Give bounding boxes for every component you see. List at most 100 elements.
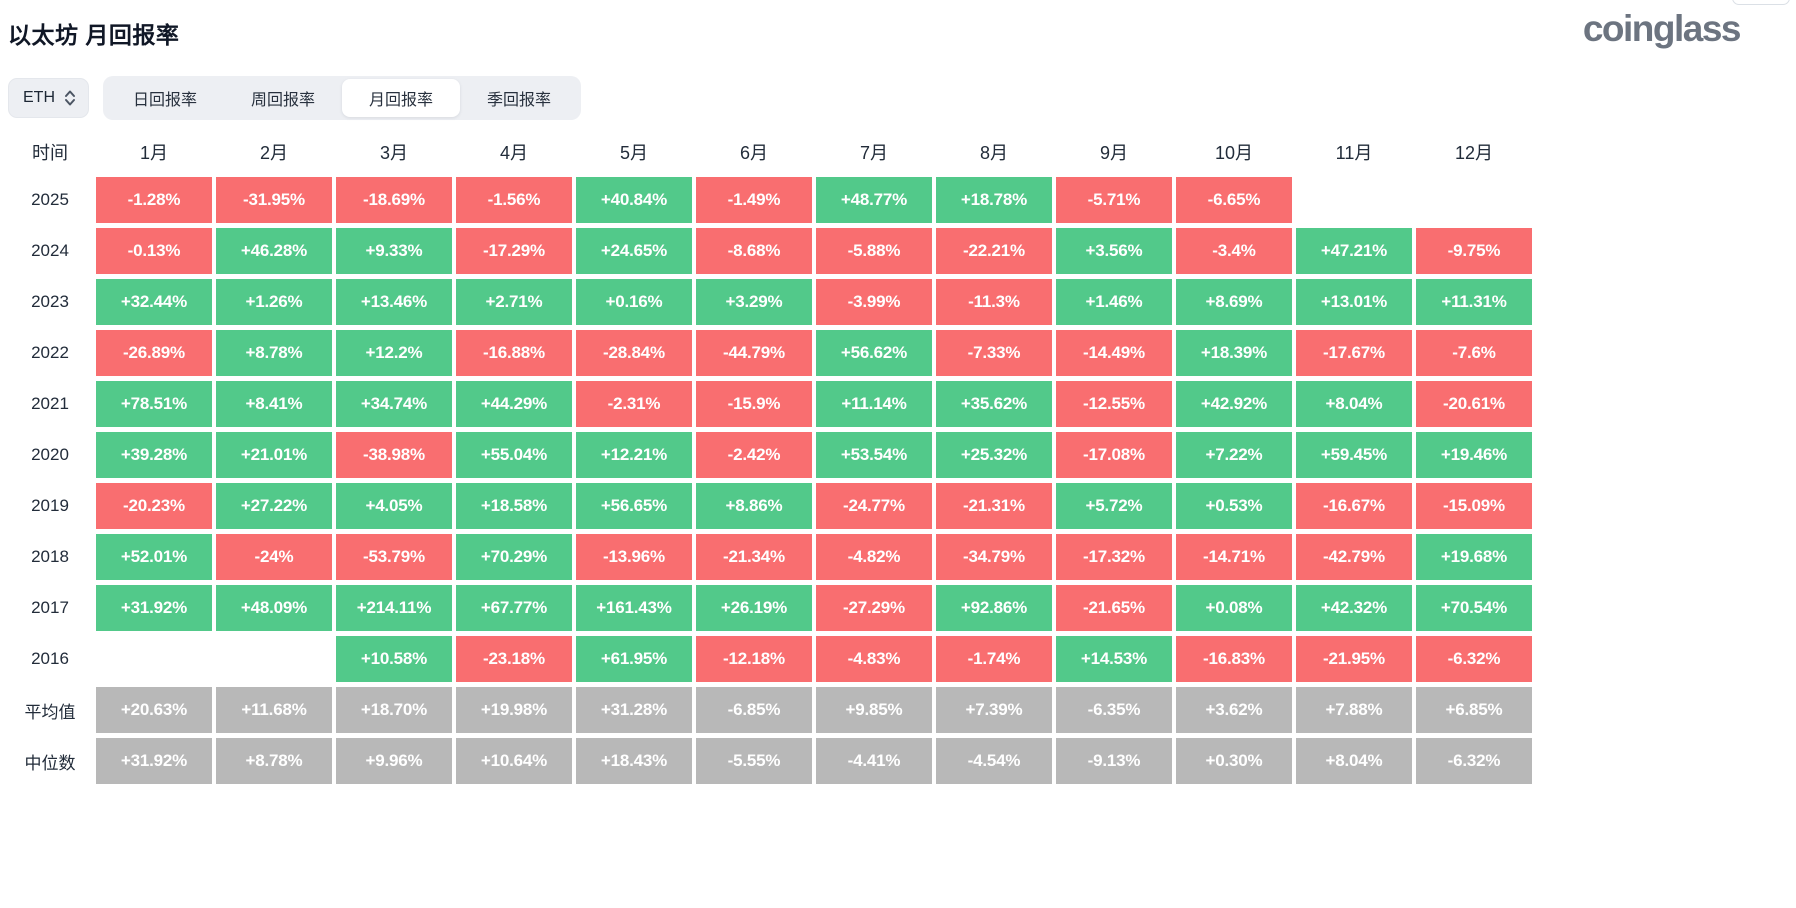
return-cell: -20.23% <box>96 483 212 529</box>
return-cell: +70.54% <box>1416 585 1532 631</box>
return-cell: +46.28% <box>216 228 332 274</box>
return-cell: +56.62% <box>816 330 932 376</box>
return-cell: -7.6% <box>1416 330 1532 376</box>
return-cell: -17.67% <box>1296 330 1412 376</box>
empty-cell <box>1296 177 1412 223</box>
return-cell: +18.39% <box>1176 330 1292 376</box>
return-cell: -14.49% <box>1056 330 1172 376</box>
return-cell: -6.32% <box>1416 738 1532 784</box>
return-cell: -0.13% <box>96 228 212 274</box>
return-cell: +1.46% <box>1056 279 1172 325</box>
return-cell: +9.96% <box>336 738 452 784</box>
return-cell: +55.04% <box>456 432 572 478</box>
return-cell: -17.29% <box>456 228 572 274</box>
return-cell: -15.9% <box>696 381 812 427</box>
row-label: 2023 <box>31 292 69 311</box>
return-cell: +8.78% <box>216 330 332 376</box>
updown-chevron-icon <box>65 90 75 106</box>
symbol-select-value: ETH <box>23 89 55 106</box>
return-cell: +0.16% <box>576 279 692 325</box>
return-cell: +12.2% <box>336 330 452 376</box>
return-cell: -13.96% <box>576 534 692 580</box>
return-cell: +48.77% <box>816 177 932 223</box>
return-cell: +39.28% <box>96 432 212 478</box>
return-cell: -17.32% <box>1056 534 1172 580</box>
return-cell: +8.78% <box>216 738 332 784</box>
tab-daily[interactable]: 日回报率 <box>106 79 224 117</box>
return-cell: -38.98% <box>336 432 452 478</box>
return-cell: +11.31% <box>1416 279 1532 325</box>
return-cell: +6.85% <box>1416 687 1532 733</box>
page: 以太坊 月回报率 coinglass ETH 日回报率 周回报率 月回报率 季回报率 … <box>8 0 1796 784</box>
col-header-month: 11月 <box>1335 143 1373 163</box>
return-cell: -6.85% <box>696 687 812 733</box>
return-cell: +8.86% <box>696 483 812 529</box>
return-cell: -1.49% <box>696 177 812 223</box>
return-cell: -42.79% <box>1296 534 1412 580</box>
return-cell: -21.65% <box>1056 585 1172 631</box>
return-cell: -9.75% <box>1416 228 1532 274</box>
row-label: 2020 <box>31 445 69 464</box>
return-cell: -3.99% <box>816 279 932 325</box>
return-cell: -3.4% <box>1176 228 1292 274</box>
return-cell: +11.68% <box>216 687 332 733</box>
coinglass-logo: coinglass <box>1582 8 1742 49</box>
return-cell: +26.19% <box>696 585 812 631</box>
tab-weekly[interactable]: 周回报率 <box>224 79 342 117</box>
return-cell: -5.71% <box>1056 177 1172 223</box>
return-cell: +25.32% <box>936 432 1052 478</box>
row-label: 2022 <box>31 343 69 362</box>
return-cell: -15.09% <box>1416 483 1532 529</box>
tab-monthly[interactable]: 月回报率 <box>342 79 461 117</box>
row-label: 平均值 <box>24 702 76 722</box>
return-cell: +5.72% <box>1056 483 1172 529</box>
return-cell: +1.26% <box>216 279 332 325</box>
controls-bar: ETH 日回报率 周回报率 月回报率 季回报率 <box>8 76 1796 120</box>
return-cell: -26.89% <box>96 330 212 376</box>
return-cell: +31.28% <box>576 687 692 733</box>
return-cell: +18.78% <box>936 177 1052 223</box>
tab-quarterly[interactable]: 季回报率 <box>460 79 578 117</box>
row-label: 2016 <box>31 649 69 668</box>
col-header-time: 时间 <box>32 143 68 163</box>
return-cell: +7.39% <box>936 687 1052 733</box>
top-right-partial-widget <box>1732 0 1790 5</box>
return-cell: +3.56% <box>1056 228 1172 274</box>
return-cell: -6.32% <box>1416 636 1532 682</box>
return-cell: +3.62% <box>1176 687 1292 733</box>
return-cell: -6.65% <box>1176 177 1292 223</box>
return-cell: +8.04% <box>1296 381 1412 427</box>
return-cell: -53.79% <box>336 534 452 580</box>
return-cell: +18.43% <box>576 738 692 784</box>
return-cell: +19.68% <box>1416 534 1532 580</box>
return-cell: +13.46% <box>336 279 452 325</box>
return-cell: -4.82% <box>816 534 932 580</box>
row-label: 2018 <box>31 547 69 566</box>
return-cell: +67.77% <box>456 585 572 631</box>
row-label: 2021 <box>31 394 69 413</box>
return-cell: +31.92% <box>96 738 212 784</box>
return-cell: +11.14% <box>816 381 932 427</box>
return-cell: +4.05% <box>336 483 452 529</box>
return-cell: +61.95% <box>576 636 692 682</box>
return-cell: -5.88% <box>816 228 932 274</box>
return-cell: -2.42% <box>696 432 812 478</box>
return-cell: +14.53% <box>1056 636 1172 682</box>
return-cell: +47.21% <box>1296 228 1412 274</box>
return-cell: +10.58% <box>336 636 452 682</box>
return-cell: +2.71% <box>456 279 572 325</box>
return-cell: -17.08% <box>1056 432 1172 478</box>
period-tabs: 日回报率 周回报率 月回报率 季回报率 <box>103 76 582 120</box>
return-cell: -23.18% <box>456 636 572 682</box>
return-cell: +35.62% <box>936 381 1052 427</box>
symbol-select[interactable]: ETH <box>8 78 89 118</box>
return-cell: -22.21% <box>936 228 1052 274</box>
monthly-returns-table: 时间 1月 2月 3月 4月 5月 6月 7月 8月 9月 10月 11月 12月 2025 -1.28% -… <box>8 132 1532 784</box>
return-cell: +0.08% <box>1176 585 1292 631</box>
return-cell: -16.67% <box>1296 483 1412 529</box>
return-cell: -1.28% <box>96 177 212 223</box>
return-cell: +10.64% <box>456 738 572 784</box>
return-cell: -28.84% <box>576 330 692 376</box>
row-label: 2017 <box>31 598 69 617</box>
return-cell: +8.41% <box>216 381 332 427</box>
